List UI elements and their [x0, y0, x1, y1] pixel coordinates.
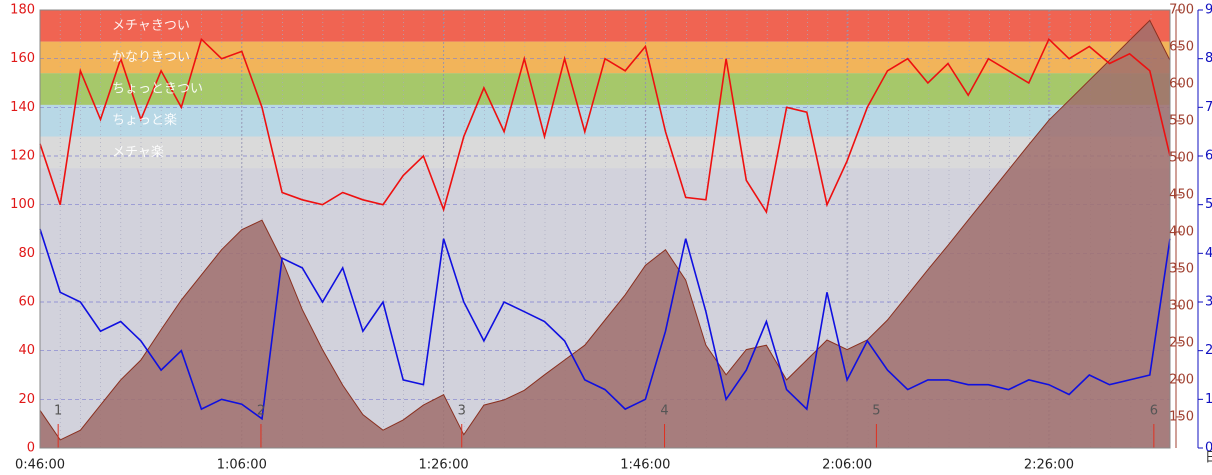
y3-tick-label: 50: [1205, 197, 1212, 212]
y2-tick-label: 150: [1169, 409, 1194, 424]
y-tick-label: 160: [10, 51, 35, 66]
y2-tick-label: 650: [1169, 39, 1194, 54]
y2-tick-label: 550: [1169, 113, 1194, 128]
zone-band: [40, 73, 1170, 105]
x-tick-label: 0:46:00: [15, 458, 65, 473]
zone-label: ちょっと楽: [112, 112, 177, 128]
y2-tick-label: 400: [1169, 224, 1194, 239]
y2-tick-label: 300: [1169, 298, 1194, 313]
lap-label: 6: [1150, 404, 1158, 419]
zone-band: [40, 41, 1170, 74]
lap-label: 2: [257, 404, 265, 419]
zone-band: [40, 136, 1170, 169]
y2-tick-label: 450: [1169, 187, 1194, 202]
line: [39, 228, 1171, 421]
x-tick-label: 1:46:00: [620, 458, 670, 473]
y-tick-label: 80: [18, 246, 35, 261]
x-tick-label: 2:26:00: [1024, 458, 1074, 473]
zone-label: メチャ楽: [112, 144, 164, 160]
zone-band: [40, 104, 1170, 137]
y-tick-label: 100: [10, 197, 35, 212]
y3-tick-label: 20: [1205, 343, 1212, 358]
y2-tick-label: 500: [1169, 150, 1194, 165]
y-tick-label: 140: [10, 100, 35, 115]
y-tick-label: 60: [18, 295, 35, 310]
y3-tick-label: 0: [1205, 441, 1212, 456]
y3-tick-label: 70: [1205, 100, 1212, 115]
lap-label: 3: [458, 404, 466, 419]
x-tick-label: 1:26:00: [419, 458, 469, 473]
zone-band: [40, 10, 1170, 42]
y3-tick-label: 10: [1205, 392, 1212, 407]
y-tick-label: 180: [10, 3, 35, 18]
y3-tick-label: 90: [1205, 3, 1212, 18]
y2-tick-label: 250: [1169, 335, 1194, 350]
y3-tick-label: 60: [1205, 149, 1212, 164]
x-tick-label: 1:06:00: [217, 458, 267, 473]
y3-tick-label: 80: [1205, 51, 1212, 66]
y3-tick-label: 40: [1205, 246, 1212, 261]
y3-axis-label: 日: [1205, 451, 1212, 466]
lap-label: 5: [872, 404, 880, 419]
plot-frame: [39, 9, 1171, 449]
lap-label: 4: [660, 404, 668, 419]
lap-label: 1: [54, 404, 62, 419]
y3-tick-label: 30: [1205, 295, 1212, 310]
zone-label: メチャきつい: [112, 18, 190, 33]
y2-tick-label: 200: [1169, 372, 1194, 387]
line: [39, 37, 1171, 215]
y-tick-label: 20: [18, 392, 35, 407]
area-fill: [40, 20, 1170, 449]
zone-label: ちょっときつい: [112, 82, 203, 97]
y-tick-label: 120: [10, 149, 35, 164]
y2-tick-label: 600: [1169, 76, 1194, 91]
x-tick-label: 2:06:00: [822, 458, 872, 473]
y-tick-label: 40: [18, 343, 35, 358]
y2-tick-label: 700: [1169, 3, 1194, 18]
area-line: [39, 19, 1171, 441]
zone-label: かなりきつい: [112, 50, 190, 65]
y2-tick-label: 350: [1169, 261, 1194, 276]
y-tick-label: 0: [27, 441, 35, 456]
